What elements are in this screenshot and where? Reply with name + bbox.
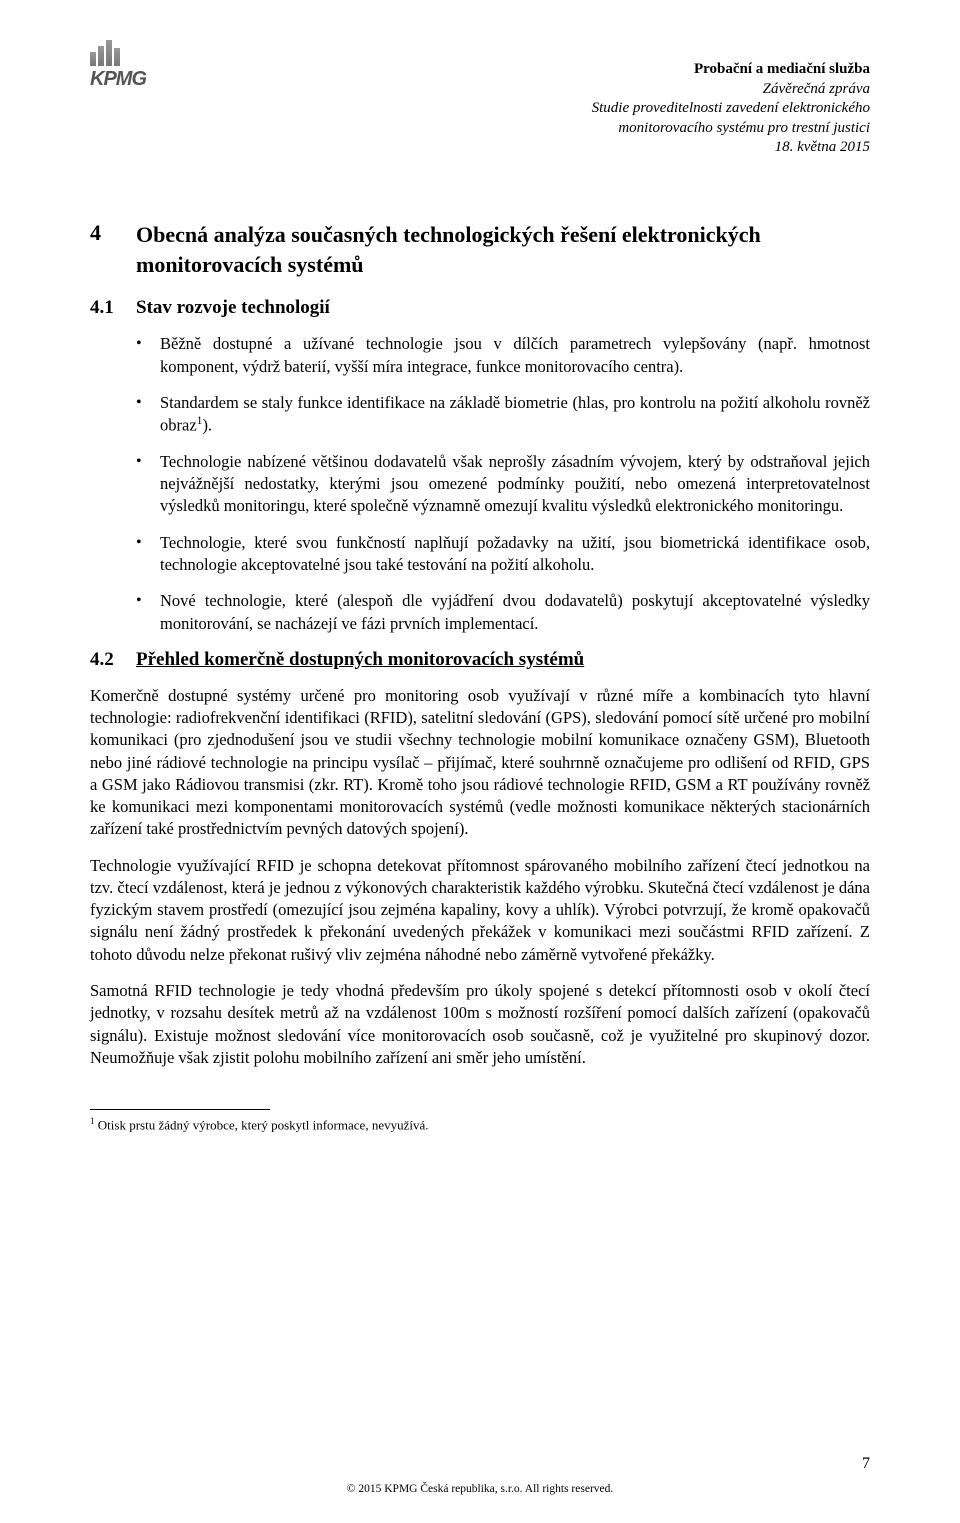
footnote-text: Otisk prstu žádný výrobce, který poskytl… xyxy=(95,1117,429,1132)
paragraph: Samotná RFID technologie je tedy vhodná … xyxy=(90,980,870,1069)
section-4-1-bullets: Běžně dostupné a užívané technologie jso… xyxy=(136,333,870,634)
section-4-2-heading: 4.2 Přehled komerčně dostupných monitoro… xyxy=(90,649,870,671)
bullet-item: Nové technologie, které (alespoň dle vyj… xyxy=(136,590,870,635)
section-4-2-number: 4.2 xyxy=(90,649,136,671)
header-study-line2: monitorovacího systému pro trestní justi… xyxy=(592,119,870,139)
bullet-text-b: ). xyxy=(202,416,212,435)
header-date: 18. května 2015 xyxy=(592,138,870,158)
section-4-number: 4 xyxy=(90,220,136,279)
page-number: 7 xyxy=(862,1455,870,1473)
logo-text: KPMG xyxy=(90,68,146,91)
section-4-1-number: 4.1 xyxy=(90,297,136,319)
kpmg-logo: KPMG xyxy=(90,40,146,91)
section-4-2-title: Přehled komerčně dostupných monitorovací… xyxy=(136,649,584,671)
bullet-item: Technologie nabízené většinou dodavatelů… xyxy=(136,451,870,518)
bullet-item: Běžně dostupné a užívané technologie jso… xyxy=(136,333,870,378)
header-report-type: Závěrečná zpráva xyxy=(592,80,870,100)
header-client: Probační a mediační služba xyxy=(592,60,870,80)
paragraph: Komerčně dostupné systémy určené pro mon… xyxy=(90,685,870,841)
section-4-title: Obecná analýza současných technologickýc… xyxy=(136,220,870,279)
document-header: Probační a mediační služba Závěrečná zpr… xyxy=(592,60,870,158)
section-4-1-title: Stav rozvoje technologií xyxy=(136,297,330,319)
footnote: 1 Otisk prstu žádný výrobce, který posky… xyxy=(90,1116,870,1133)
footnote-rule xyxy=(90,1109,270,1110)
logo-bars-icon xyxy=(90,40,146,66)
section-4-1-heading: 4.1 Stav rozvoje technologií xyxy=(90,297,870,319)
bullet-text-a: Standardem se staly funkce identifikace … xyxy=(160,393,870,435)
section-4-heading: 4 Obecná analýza současných technologick… xyxy=(90,220,870,279)
bullet-item: Standardem se staly funkce identifikace … xyxy=(136,392,870,437)
paragraph: Technologie využívající RFID je schopna … xyxy=(90,855,870,966)
header-study-line1: Studie proveditelnosti zavedení elektron… xyxy=(592,99,870,119)
copyright-footer: © 2015 KPMG Česká republika, s.r.o. All … xyxy=(0,1483,960,1495)
bullet-item: Technologie, které svou funkčností naplň… xyxy=(136,532,870,577)
